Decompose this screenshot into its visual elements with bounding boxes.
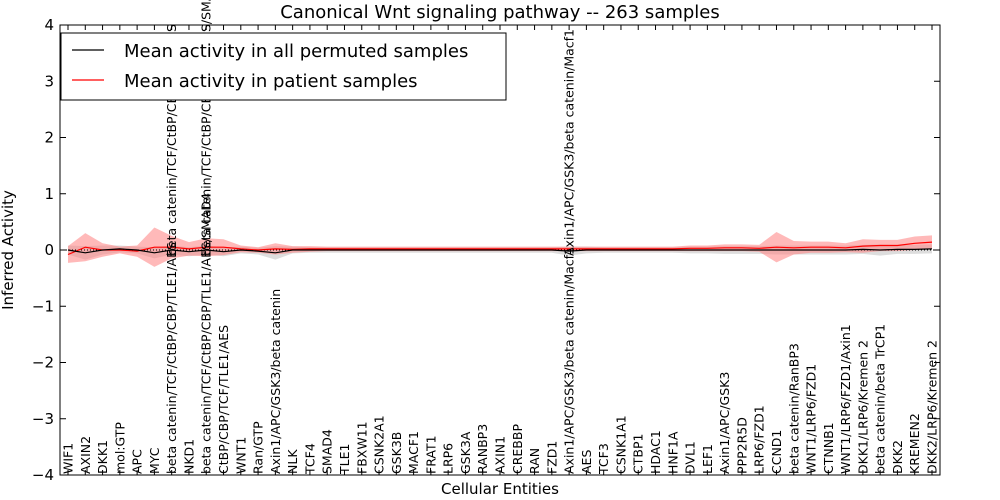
x-tick-label: NLK	[285, 449, 300, 474]
x-tick-label: WIF1	[61, 443, 76, 474]
x-tick-label: TCF4	[302, 443, 317, 475]
legend-label-patient: Mean activity in patient samples	[124, 71, 418, 92]
x-tick-label: CTNNB1	[821, 422, 836, 474]
x-tick-label: Axin1/APC/GSK3/beta catenin/Macf1	[562, 247, 577, 474]
x-tick-label: beta catenin/TCF/CtBP/CBP/TLE1/AES	[164, 242, 179, 474]
chart-title: Canonical Wnt signaling pathway -- 263 s…	[280, 2, 720, 23]
x-tick-label: CSNK1A1	[614, 415, 629, 474]
x-tick-label: mol:GTP	[112, 422, 127, 474]
x-tick-label: WNT1/LRP6/FZD1	[804, 364, 819, 474]
x-tick-label: DKK2	[890, 440, 905, 474]
x-axis: WIF1 AXIN2 DKK1 mol:GTP APC MYC beta catenin/T…	[61, 25, 940, 475]
legend-label-permuted: Mean activity in all permuted samples	[124, 41, 468, 62]
x-tick-label: GSK3B	[389, 432, 404, 474]
y-tick-label: 3	[44, 72, 54, 90]
x-tick-label: TLE1	[337, 444, 352, 475]
x-tick-label: CtBP/CBP/TCF/TLE1/AES	[216, 325, 231, 474]
x-tick-label: HNF1A	[665, 431, 680, 474]
y-axis-label: Inferred Activity	[0, 190, 17, 310]
x-tick-label: FRAT1	[423, 435, 438, 474]
y-tick-label: 0	[44, 241, 54, 259]
plot-area	[60, 227, 940, 267]
x-tick-label: RAN	[527, 448, 542, 474]
x-tick-label: RANBP3	[475, 424, 490, 474]
series-line-0	[67, 248, 933, 254]
x-tick-label: APC	[130, 449, 145, 474]
x-tick-label: HDAC1	[648, 430, 663, 474]
x-tick-label: MACF1	[406, 431, 421, 474]
legend-box	[60, 32, 507, 101]
x-tick-label: WNT1/LRP6/FZD1/Axin1	[838, 324, 853, 474]
x-tick-label: CREBBP	[510, 424, 525, 474]
inline-label: Axin1/APC/GSK3/beta catenin/Macf1	[562, 29, 577, 256]
x-tick-label: FBXW11	[354, 421, 369, 474]
y-tick-label: −4	[32, 466, 54, 484]
x-tick-label: CCND1	[769, 430, 784, 474]
series-line-1	[67, 241, 933, 256]
x-tick-label: FZD1	[544, 441, 559, 474]
x-tick-label: SMAD4	[320, 429, 335, 474]
x-tick-label: Ran/GTP	[251, 421, 266, 474]
x-tick-label: DKK1/LRP6/Kremen 2	[855, 340, 870, 474]
x-tick-label: NKD1	[182, 439, 197, 474]
x-axis-label: Cellular Entities	[441, 480, 559, 498]
x-tick-label: CTBP1	[631, 434, 646, 474]
x-tick-label: AES	[579, 450, 594, 474]
x-tick-label: AXIN2	[78, 436, 93, 474]
x-tick-label: TCF3	[596, 443, 611, 475]
x-tick-label: CSNK2A1	[372, 415, 387, 474]
x-tick-label: beta catenin/beta TrCP1	[873, 324, 888, 474]
x-tick-label: MYC	[147, 447, 162, 474]
x-tick-label: GSK3A	[458, 431, 473, 474]
y-tick-label: −3	[32, 410, 54, 428]
y-axis: −4 −3 −2 −1 0 1 2 3 4	[32, 16, 940, 484]
x-tick-label: PPP2R5D	[734, 417, 749, 474]
x-tick-label: AXIN1	[493, 436, 508, 474]
y-tick-label: −1	[32, 297, 54, 315]
x-tick-label: Axin1/APC/GSK3	[717, 372, 732, 474]
legend: Mean activity in all permuted samples Me…	[60, 32, 507, 101]
x-tick-label: Axin1/APC/GSK3/beta catenin	[268, 289, 283, 474]
x-tick-label: DKK1	[95, 440, 110, 474]
y-tick-label: 2	[44, 129, 54, 147]
x-tick-label: KREMEN2	[907, 413, 922, 474]
x-tick-label: DVL1	[683, 441, 698, 474]
x-tick-label: LRP6/FZD1	[752, 405, 767, 474]
x-tick-label: beta catenin/RanBP3	[786, 343, 801, 474]
x-tick-label: LRP6	[441, 443, 456, 474]
x-tick-label: LEF1	[700, 444, 715, 474]
x-tick-label: DKK2/LRP6/Kremen 2	[925, 340, 940, 474]
series-band-1	[68, 227, 932, 267]
y-tick-label: 4	[44, 16, 54, 34]
y-tick-label: −2	[32, 354, 54, 372]
x-tick-label: beta catenin/TCF/CtBP/CBP/TLE1/AES/SMAD4	[199, 193, 214, 474]
x-tick-label: WNT1	[233, 437, 248, 474]
y-tick-label: 1	[44, 185, 54, 203]
